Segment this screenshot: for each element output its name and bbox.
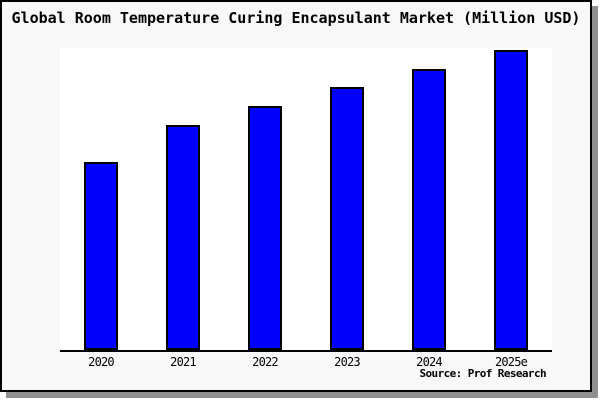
- bar-2025e: [494, 50, 528, 350]
- plot-area: [60, 48, 552, 352]
- x-tick-2020: 2020: [88, 355, 115, 369]
- bar-slot-2023: [306, 48, 388, 350]
- x-tick-2022: 2022: [252, 355, 279, 369]
- x-tick-2023: 2023: [334, 355, 361, 369]
- x-tick-2025e: 2025e: [494, 355, 528, 369]
- x-tick-2021: 2021: [170, 355, 197, 369]
- bar-2020: [84, 162, 118, 350]
- chart-panel: Global Room Temperature Curing Encapsula…: [0, 0, 592, 392]
- bar-2023: [330, 87, 364, 350]
- bar-slot-2021: [142, 48, 224, 350]
- source-note: Source: Prof Research: [419, 367, 547, 380]
- bar-slot-2024: [388, 48, 470, 350]
- x-axis-tick-labels: 2020 2021 2022 2023 2024 2025e: [60, 355, 552, 369]
- bar-slot-2020: [60, 48, 142, 350]
- bar-2024: [412, 69, 446, 350]
- bar-series: [60, 48, 552, 350]
- bar-2022: [248, 106, 282, 350]
- bar-slot-2025e: [470, 48, 552, 350]
- x-tick-2024: 2024: [416, 355, 443, 369]
- chart-title: Global Room Temperature Curing Encapsula…: [11, 9, 581, 27]
- bar-2021: [166, 125, 200, 350]
- bar-slot-2022: [224, 48, 306, 350]
